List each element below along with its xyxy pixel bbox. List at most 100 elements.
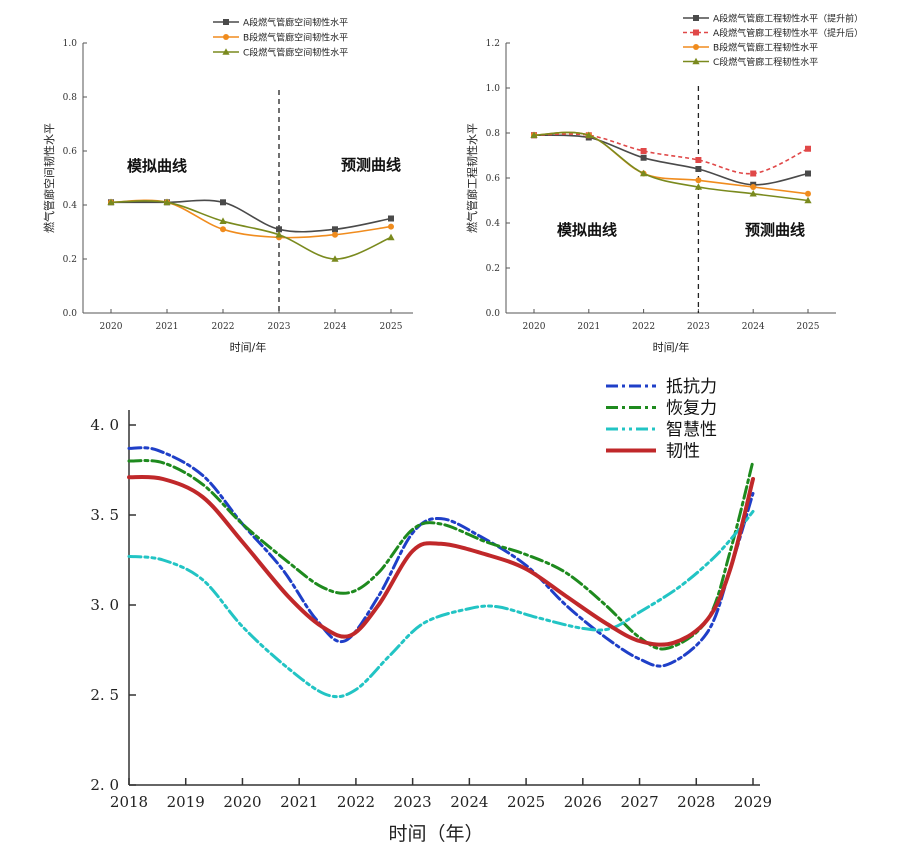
data-point	[331, 255, 339, 262]
data-point	[750, 170, 757, 177]
legend-label: B段燃气管廊空间韧性水平	[243, 32, 348, 44]
data-point	[276, 226, 282, 233]
data-point	[750, 184, 757, 190]
x-axis-label: 时间/年	[230, 340, 267, 354]
y-tick-label: 2. 0	[90, 776, 119, 794]
x-tick-label: 2021	[280, 793, 318, 811]
y-tick-label: 3. 0	[90, 596, 119, 614]
y-tick-label: 0.4	[486, 219, 501, 229]
data-point	[805, 190, 811, 197]
x-tick-label: 2025	[380, 322, 403, 332]
data-point	[163, 198, 171, 206]
x-tick-label: 2024	[450, 793, 488, 811]
data-point	[220, 226, 226, 233]
legend-marker	[223, 34, 229, 40]
data-point	[388, 223, 394, 230]
legend-marker	[223, 19, 229, 25]
series-line	[110, 199, 392, 239]
y-tick-label: 0.2	[63, 255, 77, 265]
series-line	[127, 446, 755, 668]
x-tick-label: 2022	[212, 322, 235, 332]
y-tick-label: 0.0	[63, 309, 78, 319]
data-point	[275, 230, 283, 238]
series-line	[533, 133, 809, 175]
y-tick-label: 1.0	[63, 39, 78, 49]
data-point	[695, 166, 702, 172]
data-point	[530, 131, 538, 139]
series-line	[127, 509, 755, 699]
annotation-simulated: 模拟曲线	[557, 221, 617, 239]
x-tick-label: 2028	[677, 793, 715, 811]
data-point	[387, 233, 395, 241]
y-tick-label: 4. 0	[90, 416, 119, 434]
legend-label: A段燃气管廊工程韧性水平（提升后）	[713, 27, 863, 39]
x-tick-label: 2023	[394, 793, 432, 811]
x-axis-label: 时间/年	[653, 340, 690, 354]
x-tick-label: 2023	[687, 322, 710, 332]
legend-marker	[693, 44, 699, 50]
series-line	[127, 474, 755, 647]
legend-label: B段燃气管廊工程韧性水平	[713, 42, 818, 54]
data-point	[219, 217, 227, 224]
data-point	[805, 145, 811, 152]
x-tick-label: 2025	[507, 793, 545, 811]
legend-marker	[693, 15, 699, 21]
legend-marker	[692, 57, 700, 65]
legend-label: C段燃气管廊空间韧性水平	[243, 47, 348, 59]
x-tick-label: 2024	[742, 322, 765, 332]
data-point	[804, 196, 812, 204]
y-tick-label: 0.6	[63, 147, 78, 157]
x-tick-label: 2025	[797, 322, 820, 332]
x-tick-label: 2023	[268, 322, 291, 332]
data-point	[695, 157, 702, 163]
x-tick-label: 2029	[734, 793, 772, 811]
data-point	[640, 154, 647, 161]
legend-label: C段燃气管廊工程韧性水平	[713, 56, 818, 68]
data-point	[749, 189, 757, 197]
legend-label: A段燃气管廊空间韧性水平	[243, 17, 348, 29]
series-line	[127, 459, 755, 651]
y-tick-label: 0.6	[486, 174, 501, 184]
x-tick-label: 2022	[337, 793, 375, 811]
data-point	[332, 226, 338, 233]
data-point	[694, 183, 702, 190]
x-tick-label: 2026	[564, 793, 602, 811]
legend-label: 抵抗力	[666, 377, 717, 397]
data-point	[640, 148, 647, 154]
x-tick-label: 2020	[523, 322, 546, 332]
x-tick-label: 2021	[577, 322, 600, 332]
data-point	[585, 131, 593, 139]
data-point	[695, 177, 702, 184]
annotation-forecast: 预测曲线	[341, 156, 401, 174]
legend-label: 韧性	[666, 442, 700, 462]
x-tick-label: 2019	[167, 793, 205, 811]
data-point	[805, 170, 811, 177]
y-tick-label: 0.8	[63, 93, 78, 103]
series-line	[110, 200, 392, 260]
y-tick-label: 2. 5	[90, 686, 119, 704]
data-point	[640, 169, 648, 177]
y-tick-label: 0.2	[486, 264, 500, 274]
data-point	[220, 199, 226, 206]
y-tick-label: 1.2	[486, 39, 500, 49]
data-point	[107, 198, 115, 206]
x-tick-label: 2024	[324, 322, 347, 332]
annotation-simulated: 模拟曲线	[127, 157, 187, 175]
y-tick-label: 0.8	[486, 129, 501, 139]
x-tick-label: 2021	[156, 322, 179, 332]
y-axis-label: 燃气管廊空间韧性水平	[42, 123, 56, 233]
y-tick-label: 3. 5	[90, 506, 119, 524]
x-tick-label: 2020	[100, 322, 123, 332]
x-tick-label: 2027	[620, 793, 658, 811]
data-point	[388, 215, 394, 222]
y-tick-label: 0.4	[63, 201, 78, 211]
x-tick-label: 2022	[632, 322, 655, 332]
annotation-forecast: 预测曲线	[745, 221, 805, 239]
legend-label: 恢复力	[666, 399, 717, 419]
x-tick-label: 2020	[223, 793, 261, 811]
y-tick-label: 0.0	[486, 309, 501, 319]
series-line	[533, 134, 809, 186]
data-point	[332, 231, 338, 238]
x-tick-label: 2018	[110, 793, 148, 811]
